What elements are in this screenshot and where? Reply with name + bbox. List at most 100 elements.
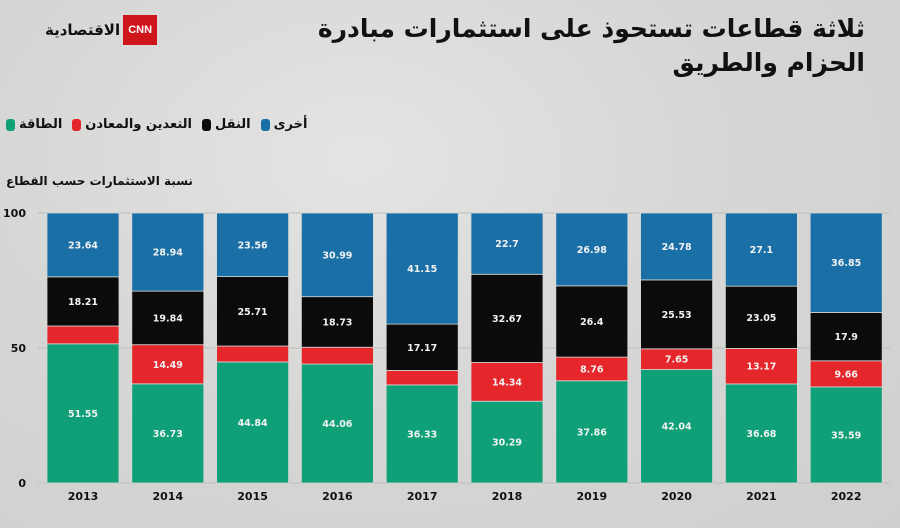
x-tick-label: 2019	[576, 490, 607, 503]
bar-segment	[470, 273, 544, 363]
data-label: 42.04	[662, 422, 692, 433]
bar-segment	[300, 296, 374, 348]
bar-segment	[300, 363, 374, 484]
bar-segment	[216, 361, 290, 484]
data-label: 24.78	[662, 242, 692, 253]
data-label: 14.34	[492, 377, 522, 388]
legend-label: أخرى	[273, 117, 308, 132]
x-tick-label: 2013	[68, 490, 99, 503]
data-label: 36.33	[407, 429, 437, 440]
bar-segment	[809, 386, 883, 484]
data-label: 35.59	[831, 430, 861, 441]
x-tick-label: 2022	[831, 490, 862, 503]
bar-segment	[640, 212, 713, 281]
bar-segment	[555, 380, 629, 484]
bar-segment	[555, 285, 629, 358]
bar-segment	[131, 212, 205, 292]
data-label: 51.55	[68, 409, 98, 420]
x-tick-label: 2017	[407, 490, 438, 503]
bar-segment	[640, 279, 713, 350]
bar-segment	[46, 325, 120, 345]
legend-label: النقل	[215, 117, 251, 132]
bar-segment	[46, 276, 120, 327]
data-label: 9.66	[834, 369, 858, 380]
legend-swatch	[6, 118, 15, 131]
legend-swatch	[202, 118, 211, 131]
data-label: 36.73	[153, 429, 183, 440]
data-label: 19.84	[153, 313, 183, 324]
data-label: 37.86	[577, 427, 607, 438]
logo-brand: الاقتصادية	[45, 21, 121, 39]
data-label: 30.99	[322, 250, 352, 261]
y-tick-label: 0	[18, 477, 26, 490]
bar-segment	[470, 400, 544, 484]
bar-segment	[809, 312, 883, 362]
data-label: 36.68	[746, 429, 776, 440]
data-label: 18.73	[322, 317, 352, 328]
bar-segment	[216, 212, 290, 278]
data-label: 22.7	[495, 239, 518, 250]
data-label: 23.56	[238, 240, 268, 251]
data-label: 25.53	[662, 310, 692, 321]
bar-segment	[385, 212, 459, 325]
data-label: 36.85	[831, 258, 861, 269]
data-label: 44.06	[322, 419, 352, 430]
bar-segment	[385, 384, 459, 484]
chart-title: ثلاثة قطاعات تستحوذ على استثمارات مبادرة…	[317, 14, 865, 77]
legend-item-transport: النقل	[202, 117, 251, 132]
data-label: 13.17	[746, 362, 776, 373]
y-axis-label: نسبة الاستثمارات حسب القطاع	[6, 174, 193, 188]
bar-segment	[555, 212, 629, 287]
data-label: 27.1	[750, 245, 773, 256]
data-label: 26.4	[580, 317, 604, 328]
bar-segment	[470, 212, 544, 275]
x-tick-label: 2018	[492, 490, 523, 503]
data-label: 23.64	[68, 240, 98, 251]
bar-segment	[216, 276, 290, 347]
legend-swatch	[72, 118, 82, 131]
bar-segment	[300, 346, 374, 365]
logo: الاقتصادية CNN	[45, 15, 158, 45]
data-label: 25.71	[238, 307, 268, 318]
legend-item-other: أخرى	[260, 117, 308, 132]
data-label: 8.76	[580, 364, 604, 375]
bar-segment	[725, 212, 798, 287]
bar-segment	[725, 383, 798, 484]
x-tick-label: 2020	[661, 490, 692, 503]
data-label: 14.49	[153, 360, 183, 371]
legend-label: الطاقة	[19, 117, 63, 132]
x-tick-label: 2014	[152, 490, 183, 503]
cnn-logo-icon: CNN	[123, 15, 158, 45]
bar-segment	[470, 362, 544, 402]
data-label: 44.84	[238, 418, 268, 429]
x-tick-label: 2015	[237, 490, 268, 503]
bar-segment	[385, 370, 459, 386]
bar-segment	[216, 345, 290, 363]
bar-segment	[300, 212, 374, 298]
bar-segment	[131, 344, 205, 385]
y-tick-label: 50	[11, 342, 27, 355]
legend-label: التعدين والمعادن	[85, 117, 192, 132]
bar-segment	[46, 212, 120, 278]
data-label: 17.9	[834, 332, 857, 343]
bar-segment	[725, 348, 798, 385]
x-tick-label: 2016	[322, 490, 353, 503]
legend-swatch	[260, 118, 270, 131]
data-label: 32.67	[492, 314, 522, 325]
data-label: 18.21	[68, 297, 98, 308]
legend: أخرى النقل التعدين والمعادن الطاقة	[6, 117, 307, 132]
data-label: 7.65	[665, 355, 688, 366]
data-label: 26.98	[577, 245, 607, 256]
legend-item-energy: الطاقة	[6, 117, 62, 132]
y-tick-label: 100	[3, 207, 26, 220]
bar-segment	[131, 383, 205, 484]
data-label: 30.29	[492, 438, 522, 449]
bar-segment	[809, 212, 883, 313]
data-label: 23.05	[746, 313, 776, 324]
bar-segment	[725, 285, 798, 349]
bar-segment	[385, 323, 459, 371]
data-label: 17.17	[407, 343, 437, 354]
legend-item-mining: التعدين والمعادن	[72, 117, 192, 132]
data-label: 41.15	[407, 264, 437, 275]
